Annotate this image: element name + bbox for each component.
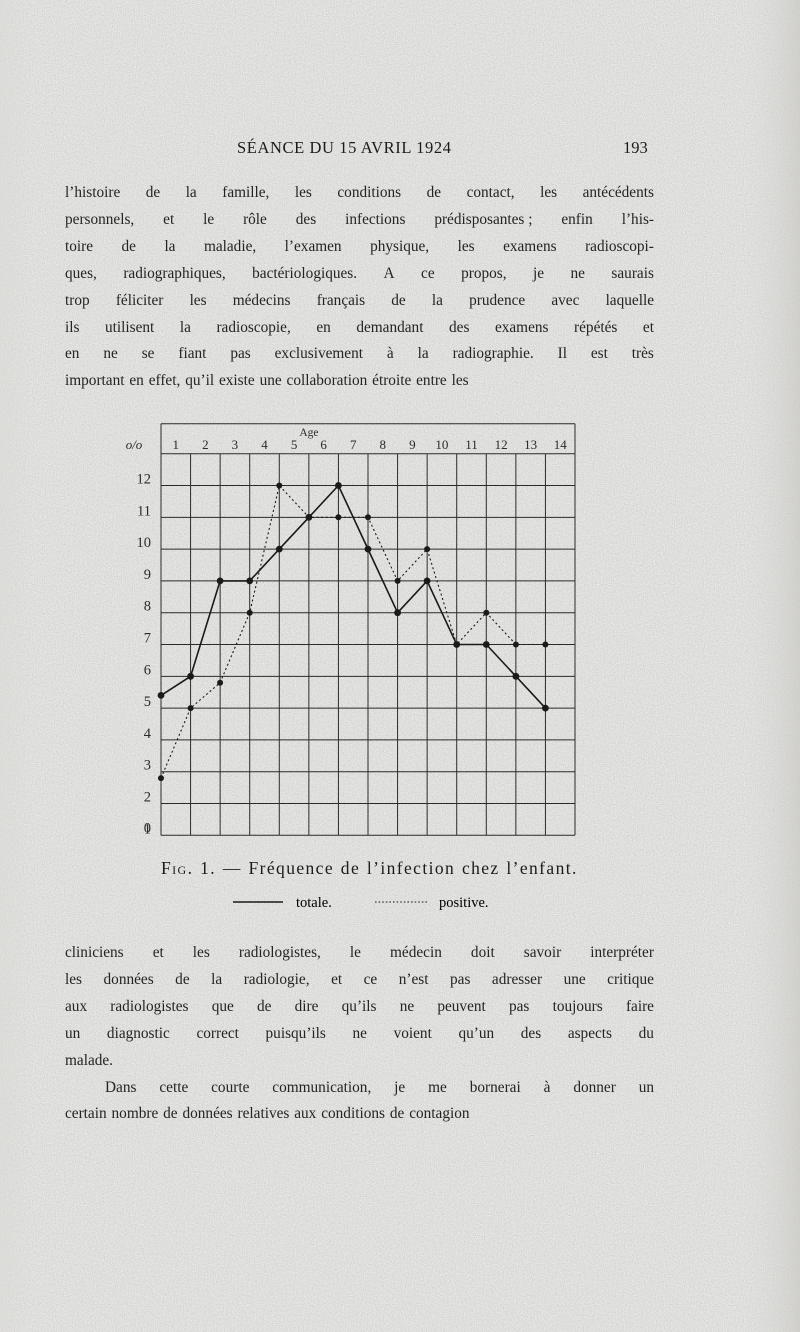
- svg-text:5: 5: [291, 437, 298, 452]
- svg-text:11: 11: [137, 503, 151, 519]
- svg-text:4: 4: [261, 437, 268, 452]
- svg-text:5: 5: [144, 694, 151, 710]
- svg-text:1: 1: [144, 821, 151, 837]
- svg-text:10: 10: [137, 535, 152, 551]
- svg-text:12: 12: [495, 437, 508, 452]
- svg-text:8: 8: [380, 437, 387, 452]
- svg-text:2: 2: [202, 437, 209, 452]
- svg-text:3: 3: [232, 437, 239, 452]
- svg-text:o/o: o/o: [126, 437, 143, 452]
- svg-text:1: 1: [173, 437, 180, 452]
- svg-text:10: 10: [435, 437, 448, 452]
- svg-text:8: 8: [144, 599, 151, 615]
- svg-text:positive.: positive.: [439, 895, 489, 911]
- svg-text:2: 2: [144, 790, 151, 806]
- svg-text:3: 3: [144, 758, 151, 774]
- svg-text:Age: Age: [299, 427, 318, 439]
- svg-text:13: 13: [524, 437, 537, 452]
- svg-text:7: 7: [350, 437, 357, 452]
- svg-text:totale.: totale.: [296, 895, 332, 911]
- svg-text:11: 11: [465, 437, 478, 452]
- svg-text:14: 14: [554, 437, 568, 452]
- svg-text:6: 6: [320, 437, 327, 452]
- svg-text:7: 7: [144, 631, 151, 647]
- svg-text:12: 12: [137, 472, 152, 488]
- svg-text:9: 9: [144, 567, 151, 583]
- svg-text:4: 4: [144, 726, 152, 742]
- svg-text:9: 9: [409, 437, 416, 452]
- svg-text:6: 6: [144, 662, 151, 678]
